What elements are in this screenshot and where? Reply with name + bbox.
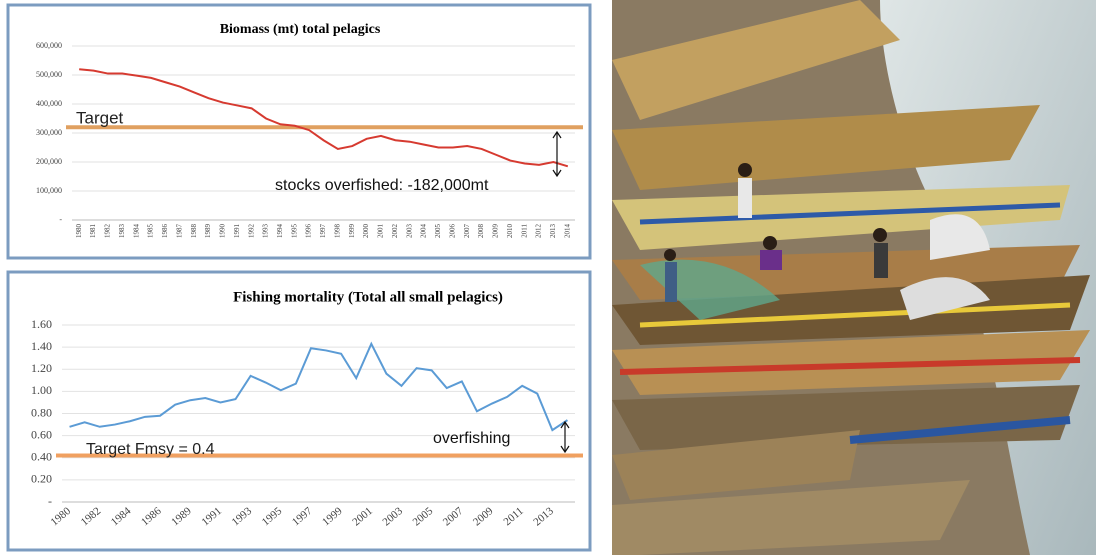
chart-frame bbox=[6, 3, 592, 260]
x-tick-label: 1998 bbox=[333, 224, 341, 239]
y-tick-label: - bbox=[48, 494, 52, 508]
y-tick-label: 100,000 bbox=[36, 186, 62, 195]
x-tick-label: 1999 bbox=[348, 224, 356, 239]
boat bbox=[612, 105, 1040, 190]
y-tick-label: 1.60 bbox=[31, 317, 52, 331]
boat bbox=[612, 430, 860, 500]
y-tick-label: - bbox=[59, 215, 62, 224]
x-tick-label: 1986 bbox=[161, 224, 169, 239]
annotation: stocks overfished: -182,000mt bbox=[275, 177, 489, 194]
x-tick-label: 2011 bbox=[520, 224, 528, 238]
person bbox=[760, 250, 782, 270]
x-tick-label: 1996 bbox=[305, 224, 313, 239]
chart-frame bbox=[6, 270, 592, 552]
x-tick-label: 2006 bbox=[448, 224, 456, 239]
y-tick-label: 0.80 bbox=[31, 405, 52, 419]
x-tick-label: 2010 bbox=[506, 224, 514, 239]
x-tick-label: 1980 bbox=[75, 224, 83, 239]
person bbox=[665, 262, 677, 302]
boat bbox=[612, 185, 1070, 250]
x-tick-label: 1992 bbox=[247, 224, 255, 239]
y-tick-label: 0.40 bbox=[31, 450, 52, 464]
arrow-head bbox=[560, 420, 570, 454]
y-tick-label: 0.60 bbox=[31, 427, 52, 441]
x-tick-label: 2001 bbox=[377, 224, 385, 239]
x-tick-label: 1981 bbox=[89, 224, 97, 239]
x-tick-label: 1985 bbox=[147, 224, 155, 239]
x-tick-label: 1990 bbox=[219, 224, 227, 239]
y-tick-label: 200,000 bbox=[36, 157, 62, 166]
boat bbox=[612, 330, 1090, 395]
net bbox=[930, 214, 990, 260]
x-tick-label: 1997 bbox=[319, 224, 327, 239]
x-tick-label: 1984 bbox=[132, 224, 140, 239]
stripe bbox=[639, 302, 1071, 328]
x-tick-label: 1982 bbox=[104, 224, 112, 239]
x-tick-label: 1989 bbox=[204, 224, 212, 239]
x-tick-label: 1983 bbox=[118, 224, 126, 239]
x-tick-label: 1991 bbox=[233, 224, 241, 239]
x-tick-label: 2005 bbox=[434, 224, 442, 239]
y-tick-label: 500,000 bbox=[36, 70, 62, 79]
arrow-head bbox=[552, 130, 562, 178]
x-tick-label: 1988 bbox=[190, 224, 198, 239]
x-tick-label: 1994 bbox=[276, 224, 284, 239]
person bbox=[874, 243, 888, 278]
y-tick-label: 1.20 bbox=[31, 361, 52, 375]
person bbox=[664, 249, 676, 261]
boat bbox=[612, 0, 900, 120]
x-tick-label: 1995 bbox=[290, 224, 298, 239]
x-tick-label: 1987 bbox=[175, 224, 183, 239]
y-tick-label: 400,000 bbox=[36, 99, 62, 108]
data-line bbox=[79, 68, 569, 168]
stripe bbox=[639, 202, 1061, 225]
target-label: Target Fmsy = 0.4 bbox=[86, 441, 215, 458]
x-tick-label: 1993 bbox=[262, 224, 270, 239]
person bbox=[763, 236, 777, 250]
y-tick-label: 300,000 bbox=[36, 128, 62, 137]
photo bbox=[612, 0, 1096, 555]
boat bbox=[612, 385, 1080, 450]
chart-title: Biomass (mt) total pelagics bbox=[220, 22, 381, 37]
data-line bbox=[69, 341, 569, 432]
x-tick-label: 2009 bbox=[492, 224, 500, 239]
person bbox=[873, 228, 887, 242]
target-label: Target bbox=[76, 108, 124, 127]
x-tick-label: 2008 bbox=[477, 224, 485, 239]
x-tick-label: 2007 bbox=[463, 224, 471, 239]
x-tick-label: 2000 bbox=[362, 224, 370, 239]
y-tick-label: 1.00 bbox=[31, 383, 52, 397]
x-tick-label: 2002 bbox=[391, 224, 399, 239]
x-tick-label: 2004 bbox=[420, 224, 428, 239]
person bbox=[738, 178, 752, 218]
y-tick-label: 0.20 bbox=[31, 472, 52, 486]
person bbox=[738, 163, 752, 177]
x-tick-label: 2003 bbox=[405, 224, 413, 239]
y-tick-label: 1.40 bbox=[31, 339, 52, 353]
stripe bbox=[849, 416, 1071, 444]
annotation: overfishing bbox=[433, 430, 510, 447]
x-tick-label: 2014 bbox=[563, 224, 571, 239]
x-tick-label: 2013 bbox=[549, 224, 557, 239]
y-tick-label: 600,000 bbox=[36, 41, 62, 50]
chart-title: Fishing mortality (Total all small pelag… bbox=[233, 289, 503, 305]
stripe bbox=[619, 357, 1081, 375]
net bbox=[900, 277, 990, 320]
x-tick-label: 2012 bbox=[535, 224, 543, 239]
boat bbox=[612, 480, 970, 555]
